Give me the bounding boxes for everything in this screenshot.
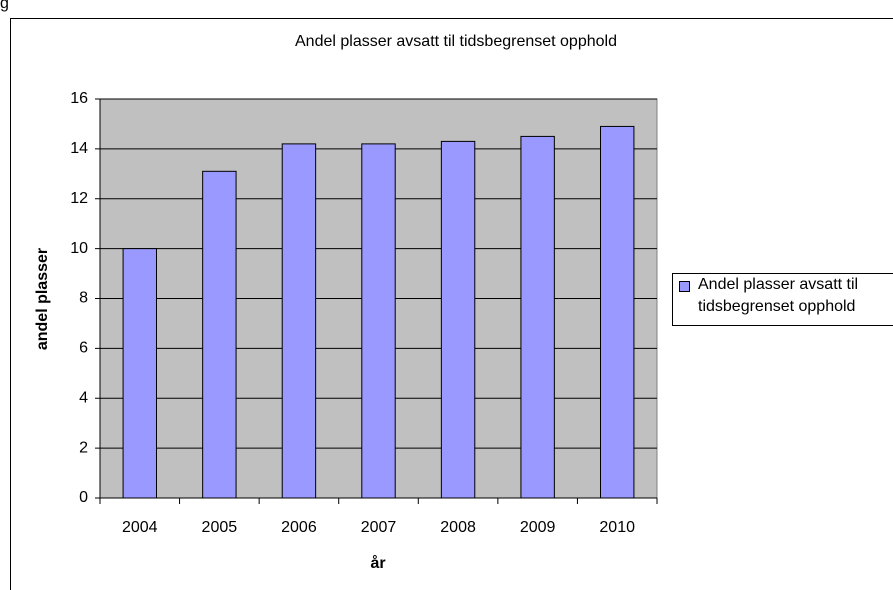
y-tick-label: 6	[79, 340, 88, 357]
bar	[122, 248, 157, 499]
bar	[440, 140, 476, 499]
x-tick-label: 2010	[599, 519, 635, 536]
x-tick-label: 2006	[281, 519, 317, 536]
x-tick-label: 2009	[520, 519, 556, 536]
y-tick-label: 10	[70, 240, 88, 257]
bar	[361, 143, 396, 499]
bar	[281, 143, 317, 499]
bar	[202, 170, 237, 499]
y-tick-label: 4	[79, 389, 88, 406]
fragment: g	[0, 0, 9, 12]
legend	[672, 273, 893, 326]
bar	[520, 135, 555, 499]
x-tick-label: 2007	[361, 519, 397, 536]
x-tick-label: 2005	[202, 519, 238, 536]
y-tick-label: 2	[79, 439, 88, 456]
legend-marker	[679, 281, 690, 292]
y-tick-label: 14	[70, 140, 88, 157]
x-tick-label: 2008	[440, 519, 476, 536]
bar	[600, 125, 635, 499]
y-axis-label: andel plasser	[34, 248, 51, 350]
y-tick-label: 8	[79, 290, 88, 307]
x-tick-label: 2004	[122, 519, 158, 536]
y-tick-label: 16	[70, 90, 88, 107]
legend-label: Andel plasser avsatt til tidsbegrenset o…	[698, 276, 859, 315]
x-axis-label: år	[370, 554, 385, 572]
chart-title: Andel plasser avsatt til tidsbegrenset o…	[295, 33, 617, 50]
y-tick-label: 0	[79, 489, 88, 506]
legend-entry: Andel plasser avsatt til tidsbegrenset o…	[698, 276, 859, 315]
y-tick-label: 12	[70, 190, 88, 207]
